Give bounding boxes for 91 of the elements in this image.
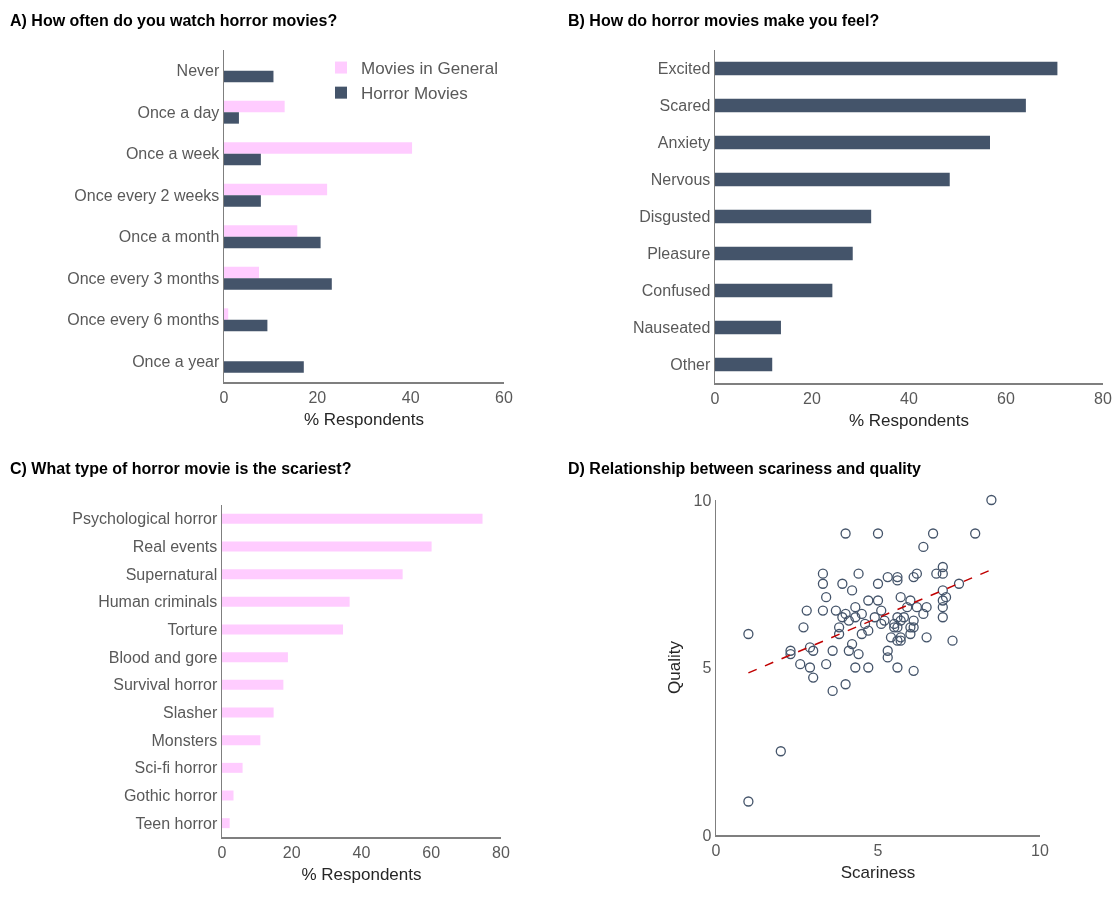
y-tick-label: 10: [693, 491, 712, 509]
y-tick-label: Once a year: [132, 352, 220, 370]
bar: [715, 357, 773, 372]
x-axis-title: % Respondents: [301, 864, 422, 884]
bar: [224, 319, 268, 332]
y-tick-label: Nauseated: [632, 319, 711, 337]
bar: [224, 266, 259, 279]
y-axis-title: Quality: [665, 640, 685, 694]
x-tick-label: 80: [492, 843, 510, 861]
y-tick-label: Psychological horror: [72, 510, 218, 528]
bar: [222, 679, 284, 690]
x-tick-label: 20: [282, 843, 301, 861]
chart-title: C) What type of horror movie is the scariest?: [10, 459, 352, 477]
bar: [222, 707, 274, 718]
bar: [224, 236, 321, 249]
y-tick-label: Disgusted: [639, 208, 711, 226]
bar: [715, 209, 872, 224]
bar: [222, 735, 261, 746]
bar: [224, 195, 261, 207]
bar: [222, 652, 288, 663]
y-tick-label: Anxiety: [657, 134, 711, 152]
bar: [224, 361, 304, 373]
y-tick-label: 5: [702, 659, 712, 677]
y-tick-label: Scared: [659, 97, 711, 115]
chart-title: B) How do horror movies make you feel?: [568, 11, 880, 29]
y-tick-label: Excited: [657, 60, 711, 78]
chart-title: D) Relationship between scariness and quality: [568, 459, 922, 477]
x-tick-label: 5: [873, 841, 883, 859]
x-tick-label: 20: [803, 389, 821, 407]
y-tick-label: Real events: [132, 538, 218, 556]
y-tick-label: Once every 3 months: [67, 269, 220, 287]
x-tick-label: 40: [900, 389, 918, 407]
y-tick-label: Once every 6 months: [67, 311, 220, 329]
bar: [715, 61, 1058, 76]
bar: [222, 624, 344, 635]
y-tick-label: Pleasure: [647, 245, 711, 263]
y-tick-label: Never: [176, 62, 220, 80]
y-tick-label: Once every 2 weeks: [74, 186, 220, 204]
bar: [224, 183, 328, 196]
bar: [715, 283, 833, 298]
y-tick-label: Slasher: [163, 704, 218, 722]
bar: [224, 278, 332, 290]
y-tick-label: Supernatural: [125, 565, 218, 583]
bar: [224, 112, 239, 124]
bar: [715, 98, 1026, 113]
y-tick-label: Other: [670, 356, 711, 374]
y-tick-label: Gothic horror: [123, 787, 218, 805]
legend-label: Horror Movies: [361, 84, 468, 104]
x-tick-label: 40: [352, 843, 371, 861]
bar: [222, 541, 432, 552]
bar: [222, 790, 234, 801]
bar: [224, 142, 413, 154]
y-tick-label: 0: [702, 826, 712, 844]
bar: [222, 569, 403, 580]
bar: [224, 153, 261, 166]
legend-label: Movies in General: [361, 59, 499, 79]
x-axis-title: Scariness: [840, 862, 916, 882]
bar: [222, 762, 243, 773]
y-tick-label: Blood and gore: [108, 648, 218, 666]
y-tick-label: Once a month: [118, 228, 220, 246]
y-tick-label: Once a day: [137, 103, 220, 121]
x-axis-title: % Respondents: [303, 409, 425, 429]
y-tick-label: Confused: [641, 282, 711, 300]
bar: [224, 308, 229, 320]
y-tick-label: Nervous: [650, 171, 711, 189]
x-tick-label: 80: [1094, 389, 1112, 407]
bar: [224, 225, 298, 237]
bar: [224, 70, 274, 83]
bar: [224, 100, 285, 113]
x-tick-label: 20: [308, 388, 327, 406]
chart-title: A) How often do you watch horror movies?: [10, 11, 338, 29]
x-tick-label: 10: [1031, 841, 1049, 859]
bar: [715, 172, 950, 187]
bar: [222, 818, 230, 829]
bar: [715, 246, 853, 261]
x-tick-label: 60: [997, 389, 1015, 407]
x-tick-label: 60: [495, 388, 513, 406]
x-axis-title: % Respondents: [848, 410, 970, 430]
x-tick-label: 40: [401, 388, 420, 406]
y-tick-label: Sci-fi horror: [134, 759, 218, 777]
x-tick-label: 60: [422, 843, 441, 861]
bar: [222, 596, 350, 607]
y-tick-label: Monsters: [151, 731, 218, 749]
bar: [222, 513, 483, 524]
y-tick-label: Once a week: [125, 145, 221, 163]
bar: [715, 320, 781, 335]
y-tick-label: Survival horror: [113, 676, 218, 694]
y-tick-label: Teen horror: [135, 814, 218, 832]
y-tick-label: Torture: [167, 621, 218, 639]
y-tick-label: Human criminals: [98, 593, 218, 611]
bar: [715, 135, 990, 150]
